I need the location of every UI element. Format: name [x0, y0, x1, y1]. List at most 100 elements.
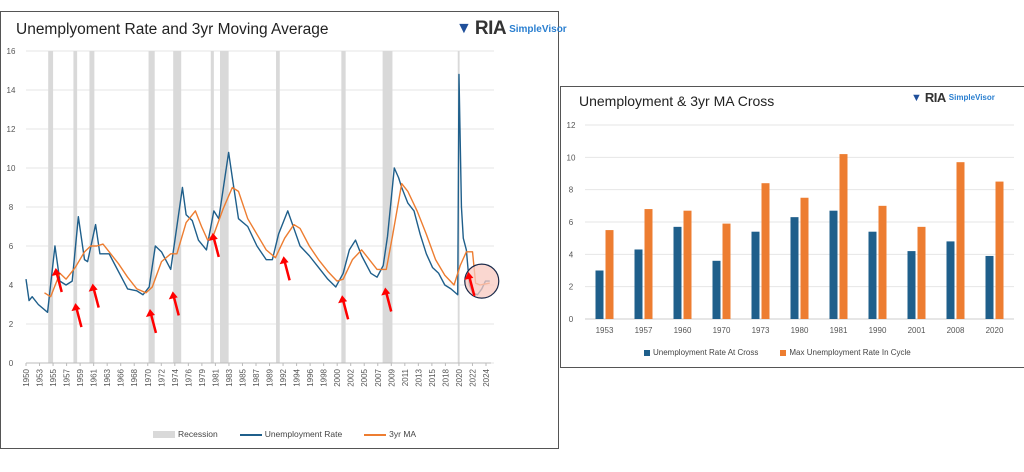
x-tick-label: 1976 [184, 368, 193, 386]
x-tick-label: 2005 [360, 368, 369, 386]
x-tick-label: 1972 [157, 368, 166, 386]
bar-max-in-cycle [800, 197, 809, 319]
red-arrow-head [145, 308, 155, 317]
bar-max-in-cycle [605, 230, 614, 319]
bar-max-in-cycle [956, 162, 965, 319]
unemployment-rate-line [25, 73, 490, 313]
recession-band [341, 51, 346, 363]
bar-at-cross [790, 217, 799, 319]
x-tick-label: 1957 [635, 326, 653, 335]
x-tick-label: 1979 [198, 368, 207, 386]
red-arrow [149, 313, 158, 334]
eagle-icon: ▼ [456, 20, 472, 37]
x-tick-label: 1981 [211, 368, 220, 386]
y-tick-label: 0 [569, 315, 574, 324]
bar-at-cross [829, 210, 838, 319]
bar-max-in-cycle [839, 154, 848, 319]
bar-max-in-cycle [722, 223, 731, 319]
recession-band [148, 51, 155, 363]
x-tick-label: 1957 [63, 368, 72, 386]
red-arrow [385, 292, 393, 312]
bar-max-in-cycle [917, 226, 926, 319]
bar-chart-svg: 0 2 4 6 8 10 12 1953 1957 1960 1970 1973 1980 1981 199… [567, 121, 1014, 335]
y-tick-label: 12 [7, 125, 16, 134]
y-tick-label: 8 [9, 203, 14, 212]
x-tick-label: 2020 [455, 368, 464, 386]
legend-recession: Recession [153, 429, 218, 439]
y-tick-label: 10 [7, 164, 16, 173]
recession-band [382, 51, 393, 363]
unemployment-ma-chart: 0 2 4 6 8 10 12 14 16 1950 1953 1955 1957 1959 1961 196… [0, 11, 567, 449]
recession-band [173, 51, 182, 363]
red-arrow [92, 288, 100, 308]
red-arrow [172, 296, 180, 316]
bar-max-in-cycle [995, 181, 1004, 319]
y-tick-label: 6 [9, 242, 14, 251]
x-tick-label: 2002 [347, 368, 356, 386]
x-tick-label: 2007 [374, 368, 383, 386]
x-tick-label: 1989 [266, 368, 275, 386]
x-tick-label: 1966 [117, 368, 126, 386]
y-tick-label: 16 [7, 47, 16, 56]
bar-max-in-cycle [644, 209, 653, 319]
y-tick-label: 2 [569, 283, 574, 292]
bar-at-cross [712, 260, 721, 319]
bar-at-cross [595, 270, 604, 319]
chart-legend: Recession Unemployment Rate 3yr MA [153, 429, 416, 439]
x-tick-label: 2013 [414, 368, 423, 386]
chart-title: Unemplyoment Rate and 3yr Moving Average [16, 21, 329, 38]
legend-unemployment: Unemployment Rate [239, 429, 342, 439]
x-tick-label: 2001 [908, 326, 926, 335]
x-tick-label: 2018 [441, 368, 450, 386]
x-tick-label: 1974 [171, 368, 180, 386]
x-tick-label: 1998 [320, 368, 329, 386]
x-tick-label: 1961 [90, 368, 99, 386]
x-tick-label: 1955 [49, 368, 58, 386]
red-arrow-head [168, 291, 178, 300]
x-tick-label: 1994 [293, 368, 302, 386]
y-tick-label: 2 [9, 320, 14, 329]
x-tick-label: 1970 [144, 368, 153, 386]
x-tick-label: 1987 [252, 368, 261, 386]
ma-cross-bar-chart: 0 2 4 6 8 10 12 1953 1957 1960 1970 1973 1980 1981 199… [560, 86, 1024, 368]
x-tick-label: 1960 [674, 326, 692, 335]
red-arrow-head [464, 271, 474, 280]
red-arrow [75, 307, 83, 328]
x-tick-label: 1981 [830, 326, 848, 335]
ria-logo: ▼ RIA SimpleVisor [456, 18, 567, 39]
bar-at-cross [673, 226, 682, 319]
bar-at-cross [868, 231, 877, 319]
x-tick-label: 1992 [279, 368, 288, 386]
recession-band [73, 51, 78, 363]
x-tick-label: 2000 [333, 368, 342, 386]
legend-max-in-cycle: Max Unemployment Rate In Cycle [780, 348, 911, 357]
y-tick-label: 12 [567, 121, 576, 130]
x-tick-label: 1950 [22, 368, 31, 386]
x-tick-label: 1953 [596, 326, 614, 335]
y-tick-label: 10 [567, 153, 576, 162]
x-tick-label: 2020 [986, 326, 1004, 335]
red-arrow [55, 272, 63, 293]
bar-at-cross [985, 255, 994, 319]
x-tick-label: 2008 [947, 326, 965, 335]
x-tick-label: 1953 [36, 368, 45, 386]
eagle-icon: ▼ [911, 91, 922, 104]
red-arrow [283, 260, 291, 281]
x-tick-label: 2011 [401, 368, 410, 386]
line-chart-svg: 0 2 4 6 8 10 12 14 16 1950 1953 1955 1957 1959 1961 196… [7, 47, 500, 387]
x-tick-label: 1973 [752, 326, 770, 335]
bar-at-cross [634, 249, 643, 319]
x-tick-label: 2022 [468, 368, 477, 386]
x-tick-label: 2024 [482, 368, 491, 386]
red-arrow [212, 237, 220, 258]
bar-at-cross [751, 231, 760, 319]
x-tick-label: 1983 [225, 368, 234, 386]
bar-at-cross [907, 251, 916, 319]
bar-max-in-cycle [683, 210, 692, 319]
x-tick-label: 1970 [713, 326, 731, 335]
recession-band [48, 51, 54, 363]
x-tick-label: 1980 [791, 326, 809, 335]
moving-average-line [44, 182, 490, 298]
red-arrow-head [338, 295, 348, 304]
chart-legend: Unemployment Rate At Cross Max Unemploym… [644, 348, 911, 357]
